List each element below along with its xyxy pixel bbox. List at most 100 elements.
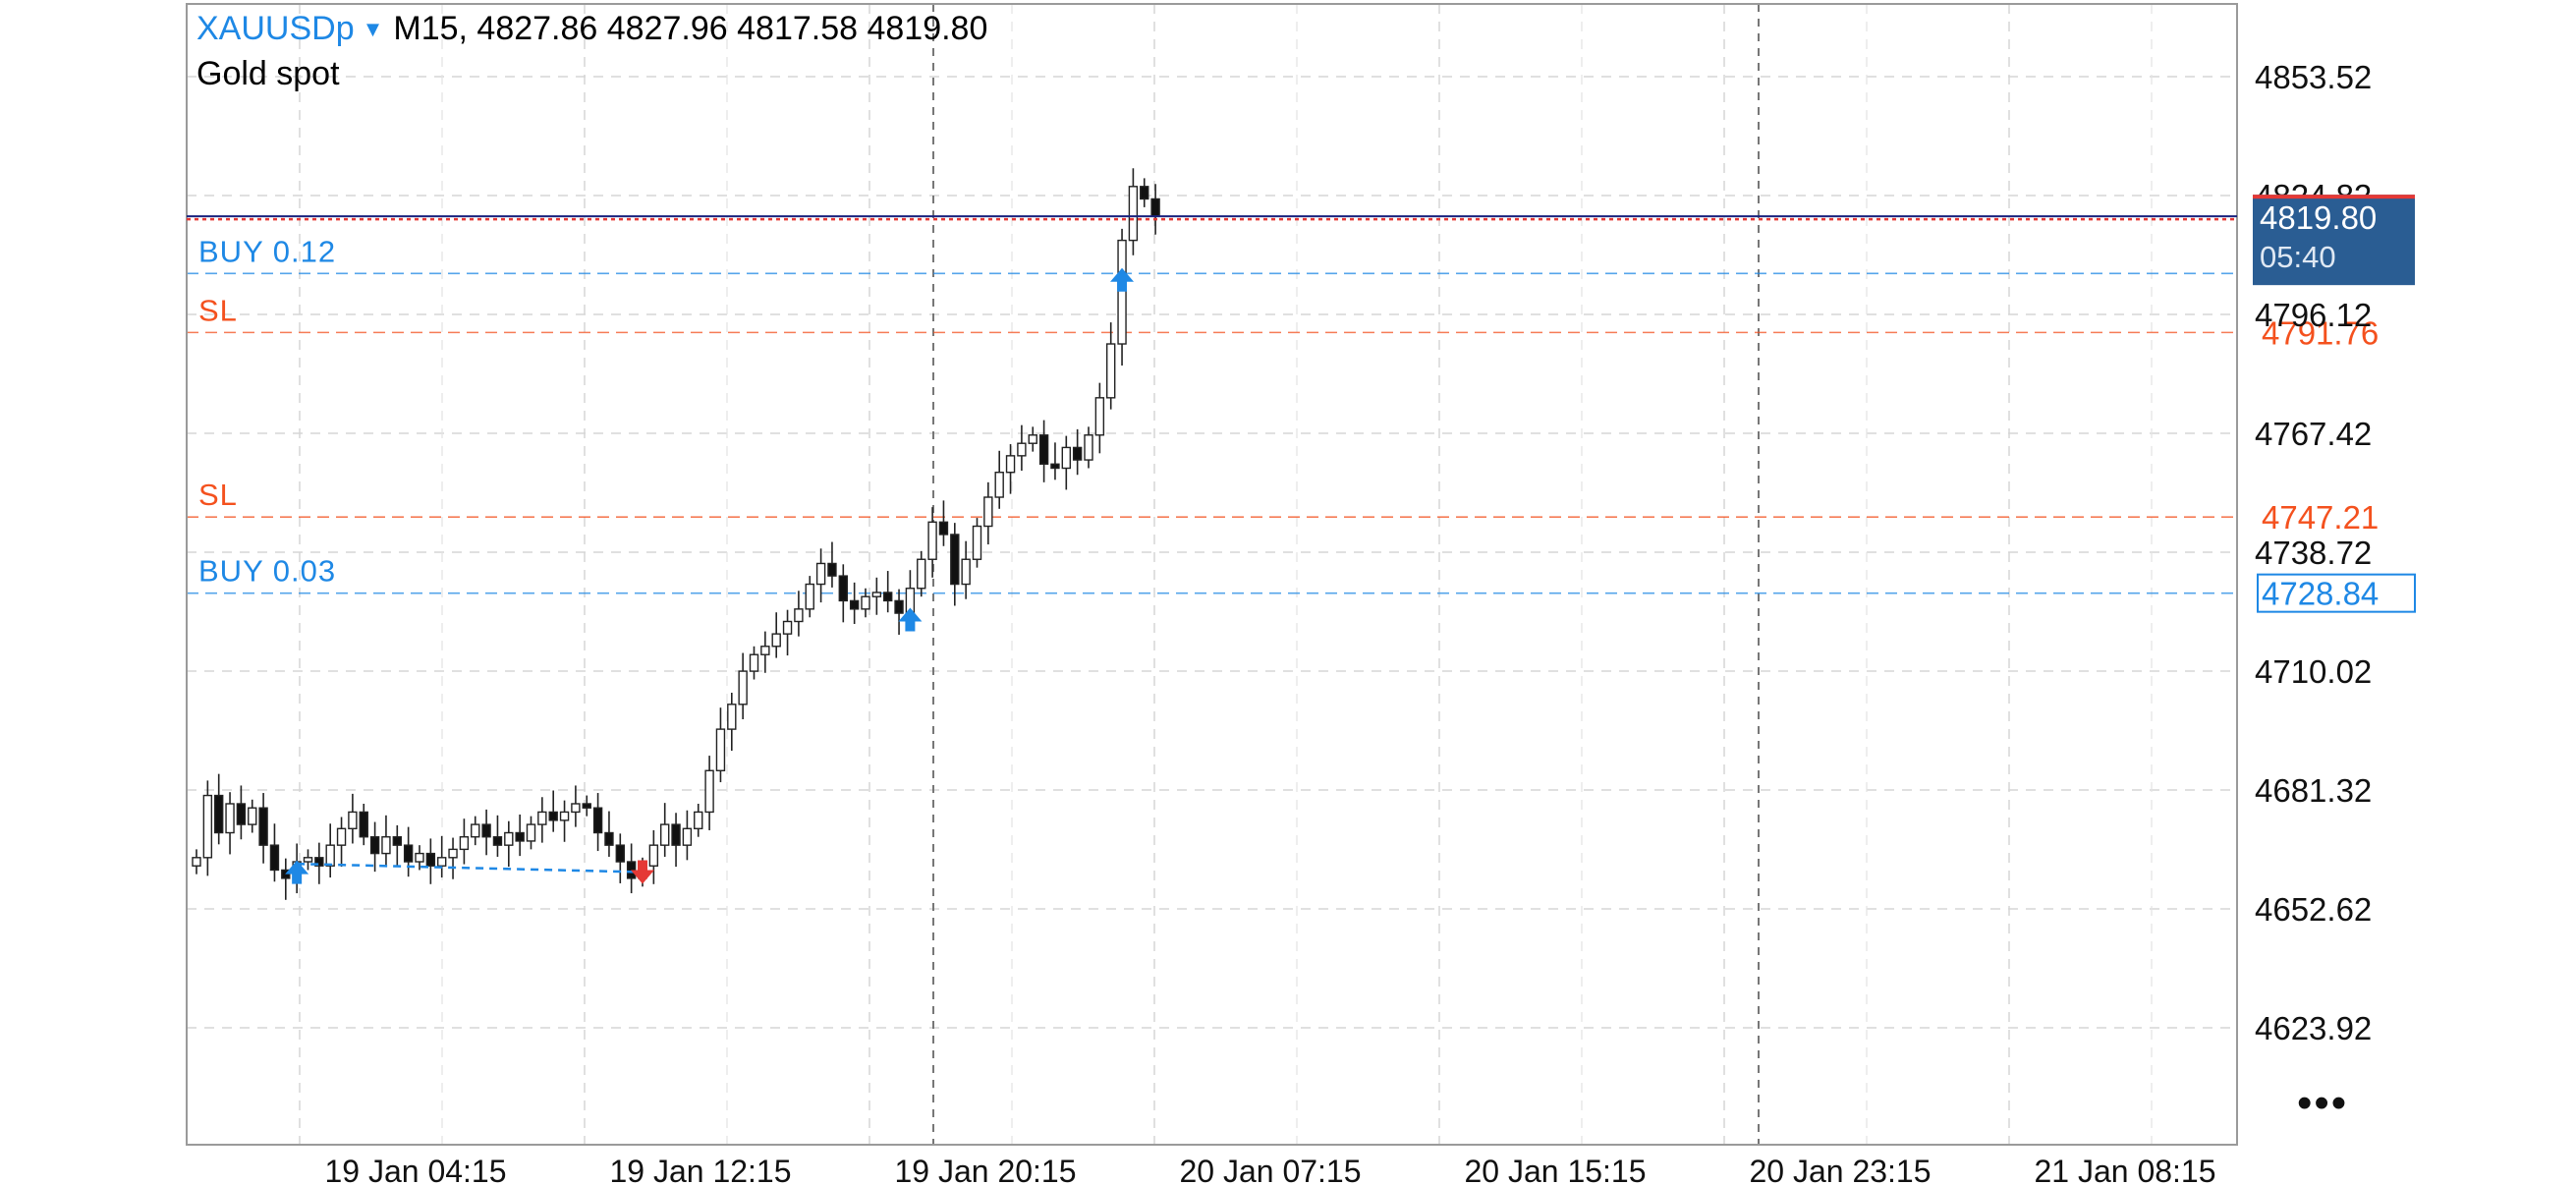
candle-bear xyxy=(827,562,837,577)
y-tick-label: 4738.72 xyxy=(2255,535,2372,571)
candle-bull xyxy=(660,823,670,846)
y-tick-label: 4652.62 xyxy=(2255,891,2372,928)
candle-bull xyxy=(504,831,514,846)
y-tick-label: 4853.52 xyxy=(2255,59,2372,95)
more-options-icon[interactable]: ••• xyxy=(2297,1079,2349,1127)
x-tick-label: 19 Jan 20:15 xyxy=(894,1154,1076,1185)
candle-bull xyxy=(448,848,458,859)
candle-bear xyxy=(548,811,558,821)
symbol-description: Gold spot xyxy=(196,55,340,92)
level-label: SL xyxy=(198,478,238,512)
candle-bull xyxy=(202,794,213,859)
plot-frame xyxy=(186,3,2238,1146)
level-price-box xyxy=(2257,573,2416,613)
candle-bear xyxy=(838,575,848,602)
candle-bull xyxy=(927,521,937,560)
candle-bull xyxy=(1061,446,1072,470)
x-tick-label: 21 Jan 08:15 xyxy=(2034,1154,2215,1185)
candle-bear xyxy=(369,836,380,855)
candle-bull xyxy=(738,670,748,705)
candle-bull xyxy=(1105,343,1116,399)
candles xyxy=(192,168,1160,900)
candle-bull xyxy=(459,836,470,851)
candle-bear xyxy=(1140,186,1149,200)
candle-bull xyxy=(437,857,447,867)
candle-bear xyxy=(236,803,247,825)
symbol-selector[interactable]: XAUUSDp xyxy=(196,10,355,47)
candle-bull xyxy=(871,592,882,597)
candle-bear xyxy=(1050,463,1060,470)
candle-bull xyxy=(571,803,581,814)
candle-bear xyxy=(671,823,681,846)
y-tick-label: 4681.32 xyxy=(2255,772,2372,809)
candle-bear xyxy=(615,844,625,863)
y-tick-label: 4796.12 xyxy=(2255,297,2372,333)
candle-bull xyxy=(994,472,1004,498)
level-price-label: 4747.21 xyxy=(2262,499,2379,536)
candle-bull xyxy=(715,728,726,771)
candle-bear xyxy=(604,831,614,846)
x-tick-label: 20 Jan 07:15 xyxy=(1179,1154,1361,1185)
candle-bear xyxy=(1072,446,1083,461)
candle-bear xyxy=(1150,198,1160,217)
price-badge: 4819.80 05:40 xyxy=(187,195,2415,286)
level-price-label: 4728.84 xyxy=(2262,576,2379,612)
candle-bull xyxy=(1128,186,1139,242)
candle-bear xyxy=(592,807,603,834)
candle-bear xyxy=(849,599,860,610)
candle-bear xyxy=(213,794,224,834)
candle-bear xyxy=(258,807,268,846)
candle-bull xyxy=(192,857,201,867)
candle-bull xyxy=(972,525,982,560)
y-tick-label: 4767.42 xyxy=(2255,416,2372,452)
candle-bear xyxy=(894,599,904,614)
x-tick-label: 20 Jan 15:15 xyxy=(1464,1154,1646,1185)
x-tick-label: 19 Jan 04:15 xyxy=(324,1154,506,1185)
candle-bear xyxy=(883,592,893,602)
candle-bull xyxy=(559,811,570,821)
candle-bull xyxy=(1028,434,1037,444)
candle-bull xyxy=(682,827,693,846)
candle-bear xyxy=(359,811,368,838)
price-badge-countdown: 05:40 xyxy=(2260,240,2336,274)
candle-bear xyxy=(1038,434,1049,465)
y-tick-label: 4623.92 xyxy=(2255,1010,2372,1046)
price-badge-price: 4819.80 xyxy=(2260,199,2377,236)
candle-bear xyxy=(392,836,402,846)
candle-bull xyxy=(727,704,737,730)
candle-bull xyxy=(694,811,703,829)
candle-bull xyxy=(225,803,235,834)
level-label: SL xyxy=(198,293,238,327)
candle-bull xyxy=(815,562,826,586)
dropdown-caret-icon[interactable]: ▼ xyxy=(362,17,384,41)
buy-arrow-icon xyxy=(285,860,309,884)
candle-bull xyxy=(961,558,971,586)
candle-bull xyxy=(805,583,814,610)
x-tick-label: 20 Jan 23:15 xyxy=(1749,1154,1931,1185)
chart-axes: 4853.524824.824796.124767.424738.724710.… xyxy=(186,3,2372,1185)
candle-bull xyxy=(325,844,335,867)
candle-bear xyxy=(314,857,324,867)
level-label: BUY 0.12 xyxy=(198,234,336,268)
candle-bull xyxy=(381,836,391,855)
candle-bull xyxy=(248,807,257,825)
candle-bear xyxy=(403,844,414,863)
candle-bull xyxy=(348,811,358,829)
candle-bull xyxy=(303,857,313,863)
candle-bull xyxy=(760,646,770,655)
candle-bull xyxy=(526,823,536,842)
ohlc-readout: M15, 4827.86 4827.96 4817.58 4819.80 xyxy=(393,10,988,47)
buy-arrow-icon xyxy=(898,607,923,632)
candle-bull xyxy=(1005,455,1016,474)
candle-bear xyxy=(269,844,280,872)
trade-markers xyxy=(285,267,1135,884)
candle-bull xyxy=(1094,397,1105,436)
candle-bear xyxy=(582,803,591,809)
x-tick-label: 19 Jan 12:15 xyxy=(609,1154,791,1185)
candle-bear xyxy=(950,534,960,586)
buy-arrow-icon xyxy=(1110,267,1135,292)
candle-bear xyxy=(492,836,503,846)
candle-bear xyxy=(425,852,436,867)
candle-bull xyxy=(917,558,926,590)
